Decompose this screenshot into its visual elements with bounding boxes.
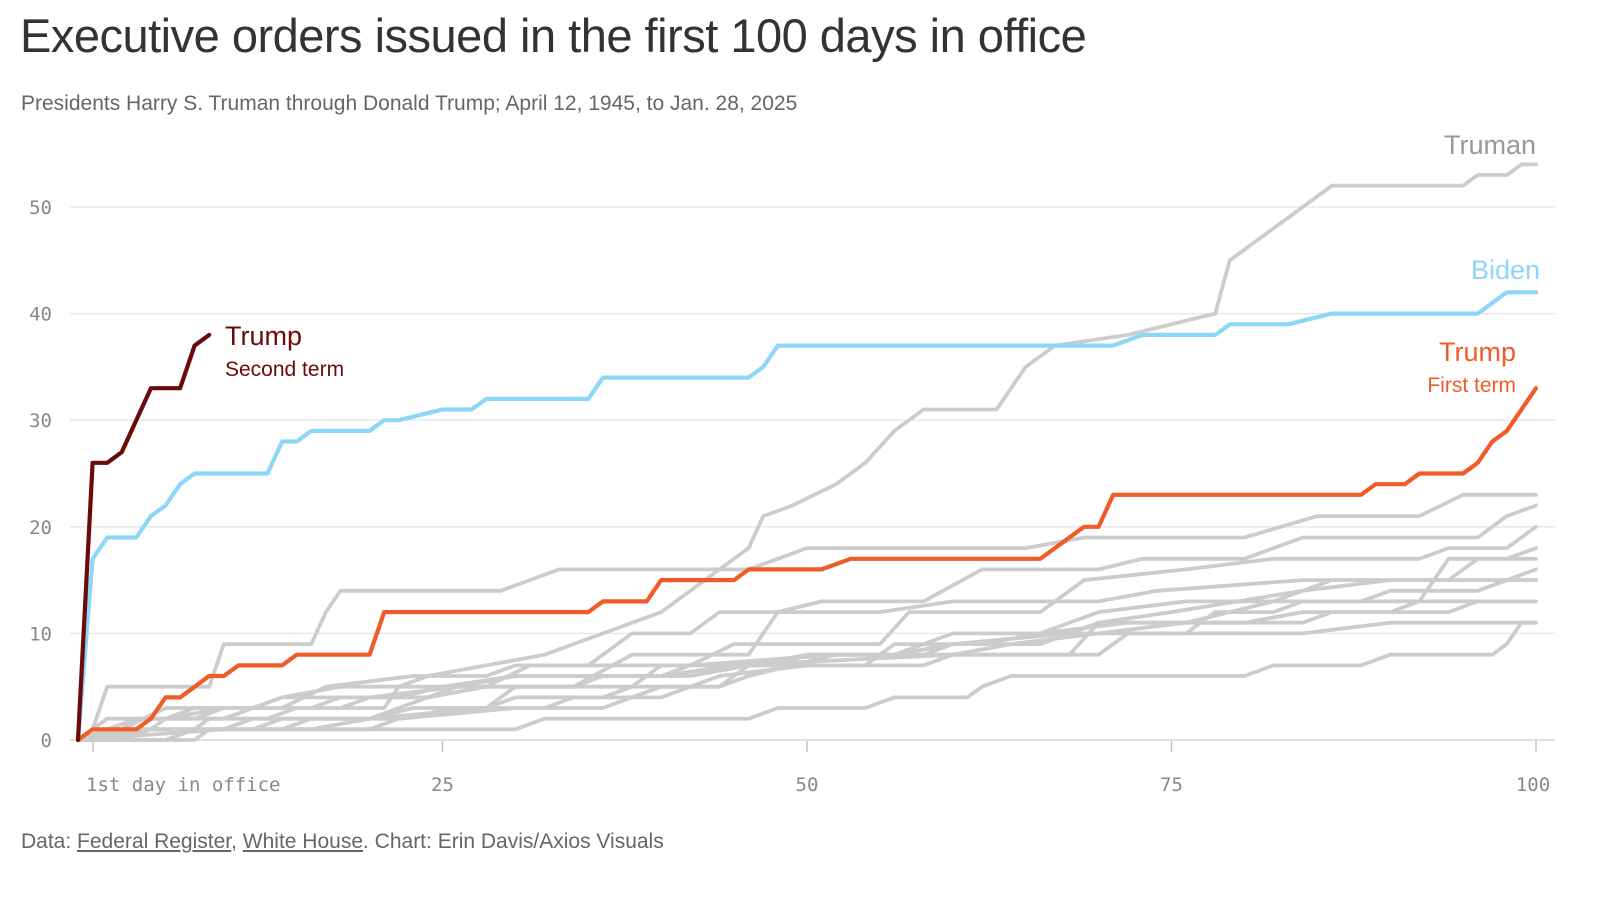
y-tick-label-40: 40: [29, 304, 52, 326]
chart-title: Executive orders issued in the first 100…: [20, 9, 1087, 62]
y-tick-label-10: 10: [29, 623, 52, 645]
x-tick-label-75: 75: [1160, 774, 1183, 796]
credit-text: . Chart: Erin Davis/Axios Visuals: [363, 830, 664, 853]
y-tick-label-20: 20: [29, 517, 52, 539]
y-axis-ticks: 0 10 20 30 40 50: [29, 197, 52, 752]
chart-subtitle: Presidents Harry S. Truman through Donal…: [21, 92, 798, 115]
source-credit: Data: Federal Register, White House. Cha…: [21, 830, 664, 854]
series-line-biden: [75, 290, 1539, 743]
series-line-trump-first-term: [75, 386, 1539, 743]
series-label-trump-second-term-sub: Second term: [225, 358, 344, 381]
series-line-president-4: [76, 578, 1538, 742]
series-line-president-5: [76, 503, 1538, 742]
series-labels: Truman Biden Trump First term Trump Second te…: [225, 130, 1540, 397]
source-prefix: Data:: [21, 830, 78, 853]
source-link-federal-register[interactable]: Federal Register: [77, 830, 232, 853]
series-line-president-10: [76, 620, 1538, 742]
source-link-white-house[interactable]: White House: [242, 830, 363, 853]
x-tick-label-100: 100: [1516, 774, 1550, 796]
x-axis-ticks: 1st day in office 25 50 75 100: [86, 741, 1550, 796]
y-tick-label-50: 50: [29, 197, 52, 219]
y-tick-label-0: 0: [41, 730, 52, 752]
series-label-trump-first-term: Trump: [1439, 337, 1516, 367]
series-label-trump-second-term: Trump: [225, 321, 302, 351]
series-line-president-1: [76, 492, 1538, 742]
series-label-truman: Truman: [1444, 130, 1536, 160]
x-tick-label-25: 25: [431, 774, 454, 796]
series-line-president-8: [76, 620, 1538, 742]
x-tick-label-50: 50: [796, 774, 819, 796]
series-lines: [75, 162, 1539, 743]
series-label-trump-first-term-sub: First term: [1427, 374, 1516, 397]
series-label-biden: Biden: [1471, 255, 1540, 285]
source-separator: ,: [231, 830, 243, 853]
series-line-president-12: [76, 556, 1538, 742]
y-tick-label-30: 30: [29, 410, 52, 432]
series-line-president-7: [76, 599, 1538, 742]
x-tick-label-1: 1st day in office: [86, 774, 280, 796]
series-line-trump-second-term: [75, 332, 212, 743]
